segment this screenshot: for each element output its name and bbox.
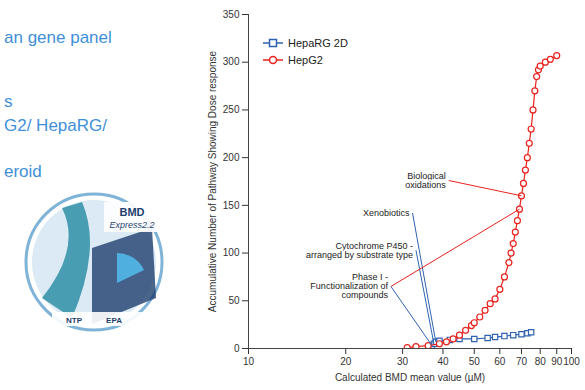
svg-text:70: 70 [516, 356, 528, 367]
svg-text:50: 50 [228, 295, 240, 306]
svg-text:300: 300 [223, 56, 240, 67]
svg-text:90: 90 [551, 356, 563, 367]
html-text:G2/ HepaRG/: G2/ HepaRG/ [4, 116, 107, 135]
svg-text:Accumulative Number of Pathway: Accumulative Number of Pathway Showing D… [207, 50, 218, 312]
svg-text:10: 10 [243, 356, 255, 367]
svg-text:Calculated BMD mean value (µM): Calculated BMD mean value (µM) [335, 372, 485, 383]
svg-text:60: 60 [494, 356, 506, 367]
svg-text:40: 40 [437, 356, 449, 367]
html-text:eroid: eroid [4, 162, 42, 181]
svg-text:Biologicaloxidations: Biologicaloxidations [405, 171, 446, 190]
svg-text:250: 250 [223, 104, 240, 115]
svg-text:Cytochrome P450 -arranged by s: Cytochrome P450 -arranged by substrate t… [306, 241, 413, 260]
svg-text:100: 100 [223, 247, 240, 258]
svg-text:0: 0 [234, 343, 240, 354]
svg-text:Xenobiotics: Xenobiotics [363, 208, 410, 218]
svg-text:150: 150 [223, 200, 240, 211]
svg-text:EPA: EPA [106, 316, 122, 325]
html-text:HepG2: HepG2 [288, 53, 323, 66]
html-text:an gene panel: an gene panel [4, 28, 112, 47]
svg-text:350: 350 [223, 9, 240, 20]
svg-text:NTP: NTP [66, 316, 83, 325]
html-text:HepaRG 2D: HepaRG 2D [288, 36, 348, 49]
svg-text:BMD: BMD [119, 206, 144, 218]
svg-text:20: 20 [340, 356, 352, 367]
html-text:s: s [4, 92, 13, 111]
svg-text:80: 80 [535, 356, 547, 367]
svg-text:Express2.2: Express2.2 [109, 220, 154, 230]
svg-text:Phase I -Functionalization ofc: Phase I -Functionalization ofcompounds [310, 272, 388, 300]
svg-text:30: 30 [397, 356, 409, 367]
svg-text:200: 200 [223, 152, 240, 163]
svg-text:100: 100 [563, 356, 580, 367]
svg-text:50: 50 [469, 356, 481, 367]
